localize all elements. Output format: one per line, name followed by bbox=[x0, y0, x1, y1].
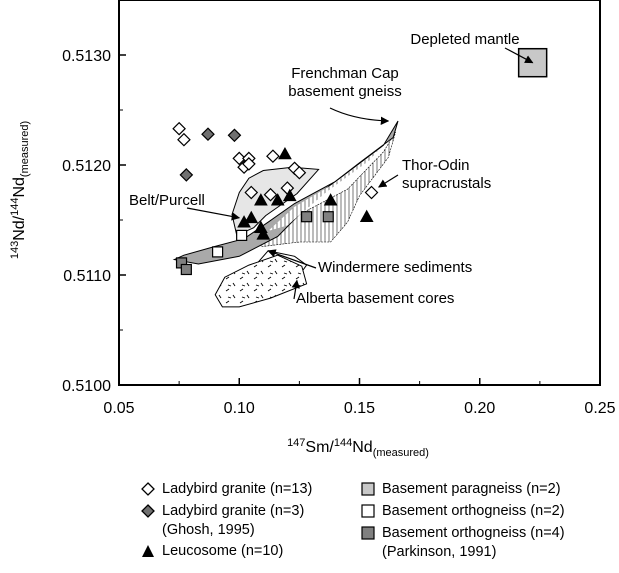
field-frenchman-cap-hatch-band bbox=[268, 149, 379, 231]
data-points bbox=[172, 47, 548, 276]
y-tick-label-0: 0.5100 bbox=[62, 378, 111, 395]
point-open-diamond-1 bbox=[177, 132, 191, 147]
point-open-diamond-9 bbox=[244, 185, 259, 200]
point-filled-triangle-3 bbox=[282, 188, 297, 202]
x-tick-label-2: 0.15 bbox=[344, 400, 375, 417]
point-filled-triangle-4 bbox=[323, 193, 338, 206]
legend-sublabel: (Parkinson, 1991) bbox=[382, 544, 497, 560]
point-open-diamond-12 bbox=[364, 185, 379, 200]
point-gray-square-2 bbox=[300, 211, 313, 223]
legend-marker-filled-triangle bbox=[142, 545, 154, 557]
legend-marker-open-diamond bbox=[141, 482, 155, 496]
x-tick-label-1: 0.10 bbox=[224, 400, 255, 417]
label-frenchman-cap-basement-gneiss: Frenchman Cap basement gneiss bbox=[288, 65, 401, 100]
point-gray-square-1 bbox=[180, 263, 192, 276]
point-filled-triangle-1 bbox=[254, 193, 268, 206]
label-alberta-basement-cores: Alberta basement cores bbox=[296, 290, 454, 307]
point-open-square-0 bbox=[212, 246, 224, 258]
legend-label: Basement paragneiss (n=2) bbox=[382, 481, 561, 497]
point-open-diamond-2 bbox=[232, 151, 247, 166]
point-filled-triangle-0 bbox=[278, 146, 292, 160]
x-tick-label-4: 0.25 bbox=[584, 400, 615, 417]
field-frenchman-cap-basement-gneiss bbox=[172, 120, 399, 265]
point-filled-triangle-2 bbox=[270, 193, 285, 206]
point-filled-triangle-8 bbox=[256, 227, 271, 240]
legend-marker-open-square bbox=[361, 504, 375, 518]
arrow-belt-purcell bbox=[186, 207, 241, 221]
legend-label: Basement orthogneiss (n=2) bbox=[382, 503, 565, 519]
x-axis-label: 147Sm/144Nd(measured) bbox=[287, 437, 429, 459]
legend-sublabel: (Ghosh, 1995) bbox=[162, 522, 255, 538]
point-large-gray-square-0 bbox=[517, 47, 548, 78]
point-filled-diamond-0 bbox=[201, 127, 215, 142]
field-labels: Thor-Odin supracrustals Belt/Purcell French… bbox=[129, 31, 534, 307]
point-open-diamond-0 bbox=[172, 121, 186, 136]
arrow-thor-odin-supracrustals bbox=[378, 174, 399, 188]
point-filled-diamond-2 bbox=[179, 168, 194, 182]
point-gray-square-3 bbox=[322, 211, 334, 223]
field-alberta-basement-cores bbox=[214, 254, 308, 308]
legend-marker-filled-diamond bbox=[141, 504, 155, 518]
arrow-frenchman-cap bbox=[329, 107, 390, 125]
legend-label: Ladybird granite (n=3) bbox=[162, 503, 305, 519]
point-open-diamond-5 bbox=[242, 157, 256, 171]
legend-label: Leucosome (n=10) bbox=[162, 543, 284, 559]
point-open-diamond-6 bbox=[266, 149, 280, 164]
legend: Ladybird granite (n=13) Ladybird granite … bbox=[0, 480, 619, 573]
legend-marker-light-square bbox=[361, 482, 375, 496]
legend-label: Basement orthogneiss (n=4) bbox=[382, 525, 565, 541]
label-belt-purcell: Belt/Purcell bbox=[129, 192, 205, 209]
point-filled-triangle-6 bbox=[244, 210, 259, 224]
point-open-diamond-8 bbox=[292, 165, 307, 180]
point-filled-triangle-9 bbox=[359, 209, 374, 222]
y-tick-label-2: 0.5120 bbox=[62, 158, 111, 175]
point-open-square-1 bbox=[236, 229, 248, 241]
axes: 0.05 0.10 0.15 0.20 0.25 0.5100 0.5110 0.5120 0.… bbox=[9, 0, 616, 459]
label-depleted-mantle: Depleted mantle bbox=[410, 31, 519, 48]
label-windermere-sediments: Windermere sediments bbox=[318, 259, 472, 276]
arrow-depleted-mantle bbox=[504, 47, 534, 64]
legend-label: Ladybird granite (n=13) bbox=[162, 481, 313, 497]
label-thor-odin-supracrustals: Thor-Odin supracrustals bbox=[402, 157, 491, 192]
arrow-windermere-sediments bbox=[267, 249, 317, 269]
legend-marker-gray-square bbox=[361, 526, 375, 540]
nd-sm-isotope-chart: 0.05 0.10 0.15 0.20 0.25 0.5100 0.5110 0.5120 0.… bbox=[9, 0, 616, 459]
x-tick-label-3: 0.20 bbox=[464, 400, 495, 417]
y-axis-label: 143Nd/144Nd(measured) bbox=[9, 121, 31, 259]
point-filled-diamond-1 bbox=[227, 128, 242, 143]
y-tick-label-1: 0.5110 bbox=[63, 268, 111, 285]
y-tick-label-3: 0.5130 bbox=[62, 48, 111, 65]
arrow-alberta-basement-cores bbox=[291, 279, 300, 300]
point-open-diamond-10 bbox=[263, 187, 278, 202]
x-tick-label-0: 0.05 bbox=[103, 400, 134, 417]
